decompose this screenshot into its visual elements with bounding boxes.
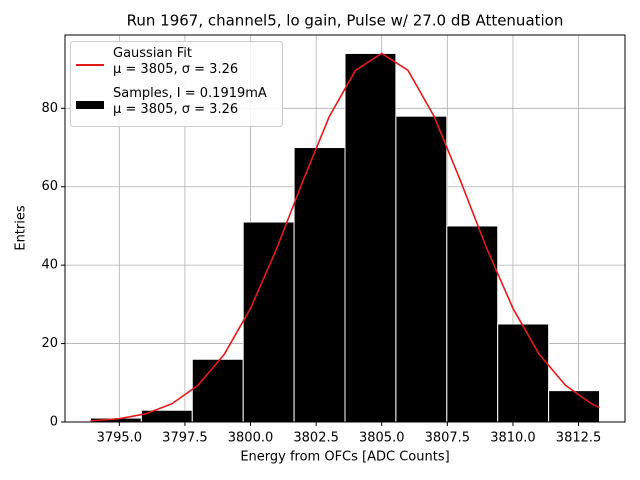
legend: Gaussian Fit μ = 3805, σ = 3.26 Samples, … [70,41,283,127]
bar [293,147,346,423]
bar [497,323,550,423]
legend-label: Gaussian Fit μ = 3805, σ = 3.26 [113,46,239,77]
bar [191,358,244,423]
x-tick-label: 3805.0 [359,431,405,446]
bar [548,390,601,423]
y-axis-label: Entries [14,205,29,251]
y-tick-label: 40 [41,258,58,273]
fit-line [90,52,600,422]
legend-label: Samples, I = 0.1919mA μ = 3805, σ = 3.26 [113,86,267,117]
chart-title: Run 1967, channel5, lo gain, Pulse w/ 27… [127,12,564,30]
x-tick-label: 3807.5 [425,431,471,446]
y-tick-label: 60 [41,179,58,194]
y-tick-label: 80 [41,101,58,116]
x-tick-label: 3812.5 [556,431,602,446]
x-tick-label: 3795.0 [97,431,143,446]
y-tick-label: 0 [50,415,58,430]
bar [242,221,295,423]
x-tick-label: 3802.5 [293,431,339,446]
y-tick-label: 20 [41,336,58,351]
bar [344,52,397,423]
bar [395,115,448,423]
legend-handle [76,64,104,66]
legend-handle [76,101,104,109]
x-tick-label: 3797.5 [162,431,208,446]
x-tick-label: 3800.0 [228,431,274,446]
x-axis-label: Energy from OFCs [ADC Counts] [240,450,449,465]
bar [446,225,499,423]
x-tick-label: 3810.0 [490,431,536,446]
plot-frame [64,34,626,423]
